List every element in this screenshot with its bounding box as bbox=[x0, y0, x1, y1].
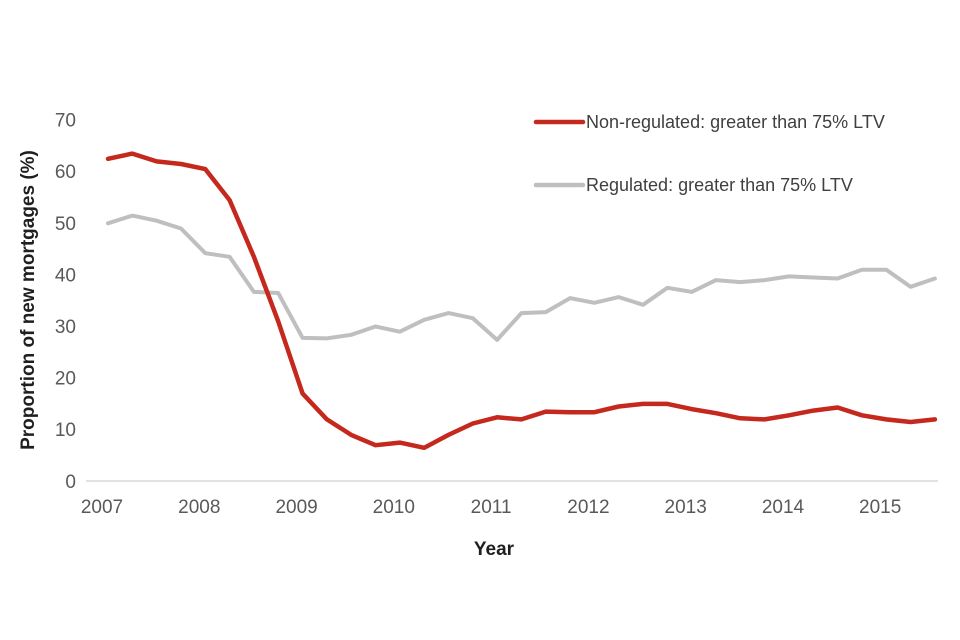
y-tick-label: 0 bbox=[65, 472, 76, 493]
y-tick-label: 30 bbox=[55, 317, 76, 338]
x-tick-label: 2010 bbox=[373, 497, 415, 518]
legend-label-nonregulated: Non-regulated: greater than 75% LTV bbox=[586, 112, 885, 132]
x-axis-tick-labels: 2007 2008 2009 2010 2011 2012 2013 2014 2015 bbox=[81, 497, 901, 518]
legend-item-regulated: Regulated: greater than 75% LTV bbox=[533, 175, 853, 195]
x-tick-label: 2007 bbox=[81, 497, 123, 518]
x-axis-title: Year bbox=[474, 539, 515, 560]
series-line-nonregulated bbox=[105, 151, 938, 451]
x-tick-label: 2008 bbox=[178, 497, 220, 518]
x-tick-label: 2012 bbox=[567, 497, 609, 518]
x-tick-label: 2013 bbox=[665, 497, 707, 518]
x-tick-label: 2011 bbox=[471, 497, 512, 518]
series-line-regulated bbox=[106, 213, 937, 342]
y-tick-label: 40 bbox=[55, 265, 76, 286]
y-tick-label: 70 bbox=[55, 111, 76, 132]
y-tick-label: 60 bbox=[55, 162, 76, 183]
x-tick-label: 2014 bbox=[762, 497, 805, 518]
y-tick-label: 10 bbox=[55, 420, 76, 441]
x-tick-label: 2015 bbox=[859, 497, 901, 518]
y-axis-title: Proportion of new mortgages (%) bbox=[18, 150, 39, 450]
y-tick-label: 20 bbox=[55, 369, 76, 390]
legend-item-nonregulated: Non-regulated: greater than 75% LTV bbox=[533, 112, 885, 132]
chart-series-group bbox=[105, 151, 938, 451]
y-tick-label: 50 bbox=[55, 214, 76, 235]
y-axis-tick-labels: 0 10 20 30 40 50 60 70 bbox=[55, 111, 76, 493]
chart-legend: Non-regulated: greater than 75% LTV Regu… bbox=[533, 112, 885, 195]
legend-label-regulated: Regulated: greater than 75% LTV bbox=[586, 175, 853, 195]
x-tick-label: 2009 bbox=[275, 497, 317, 518]
